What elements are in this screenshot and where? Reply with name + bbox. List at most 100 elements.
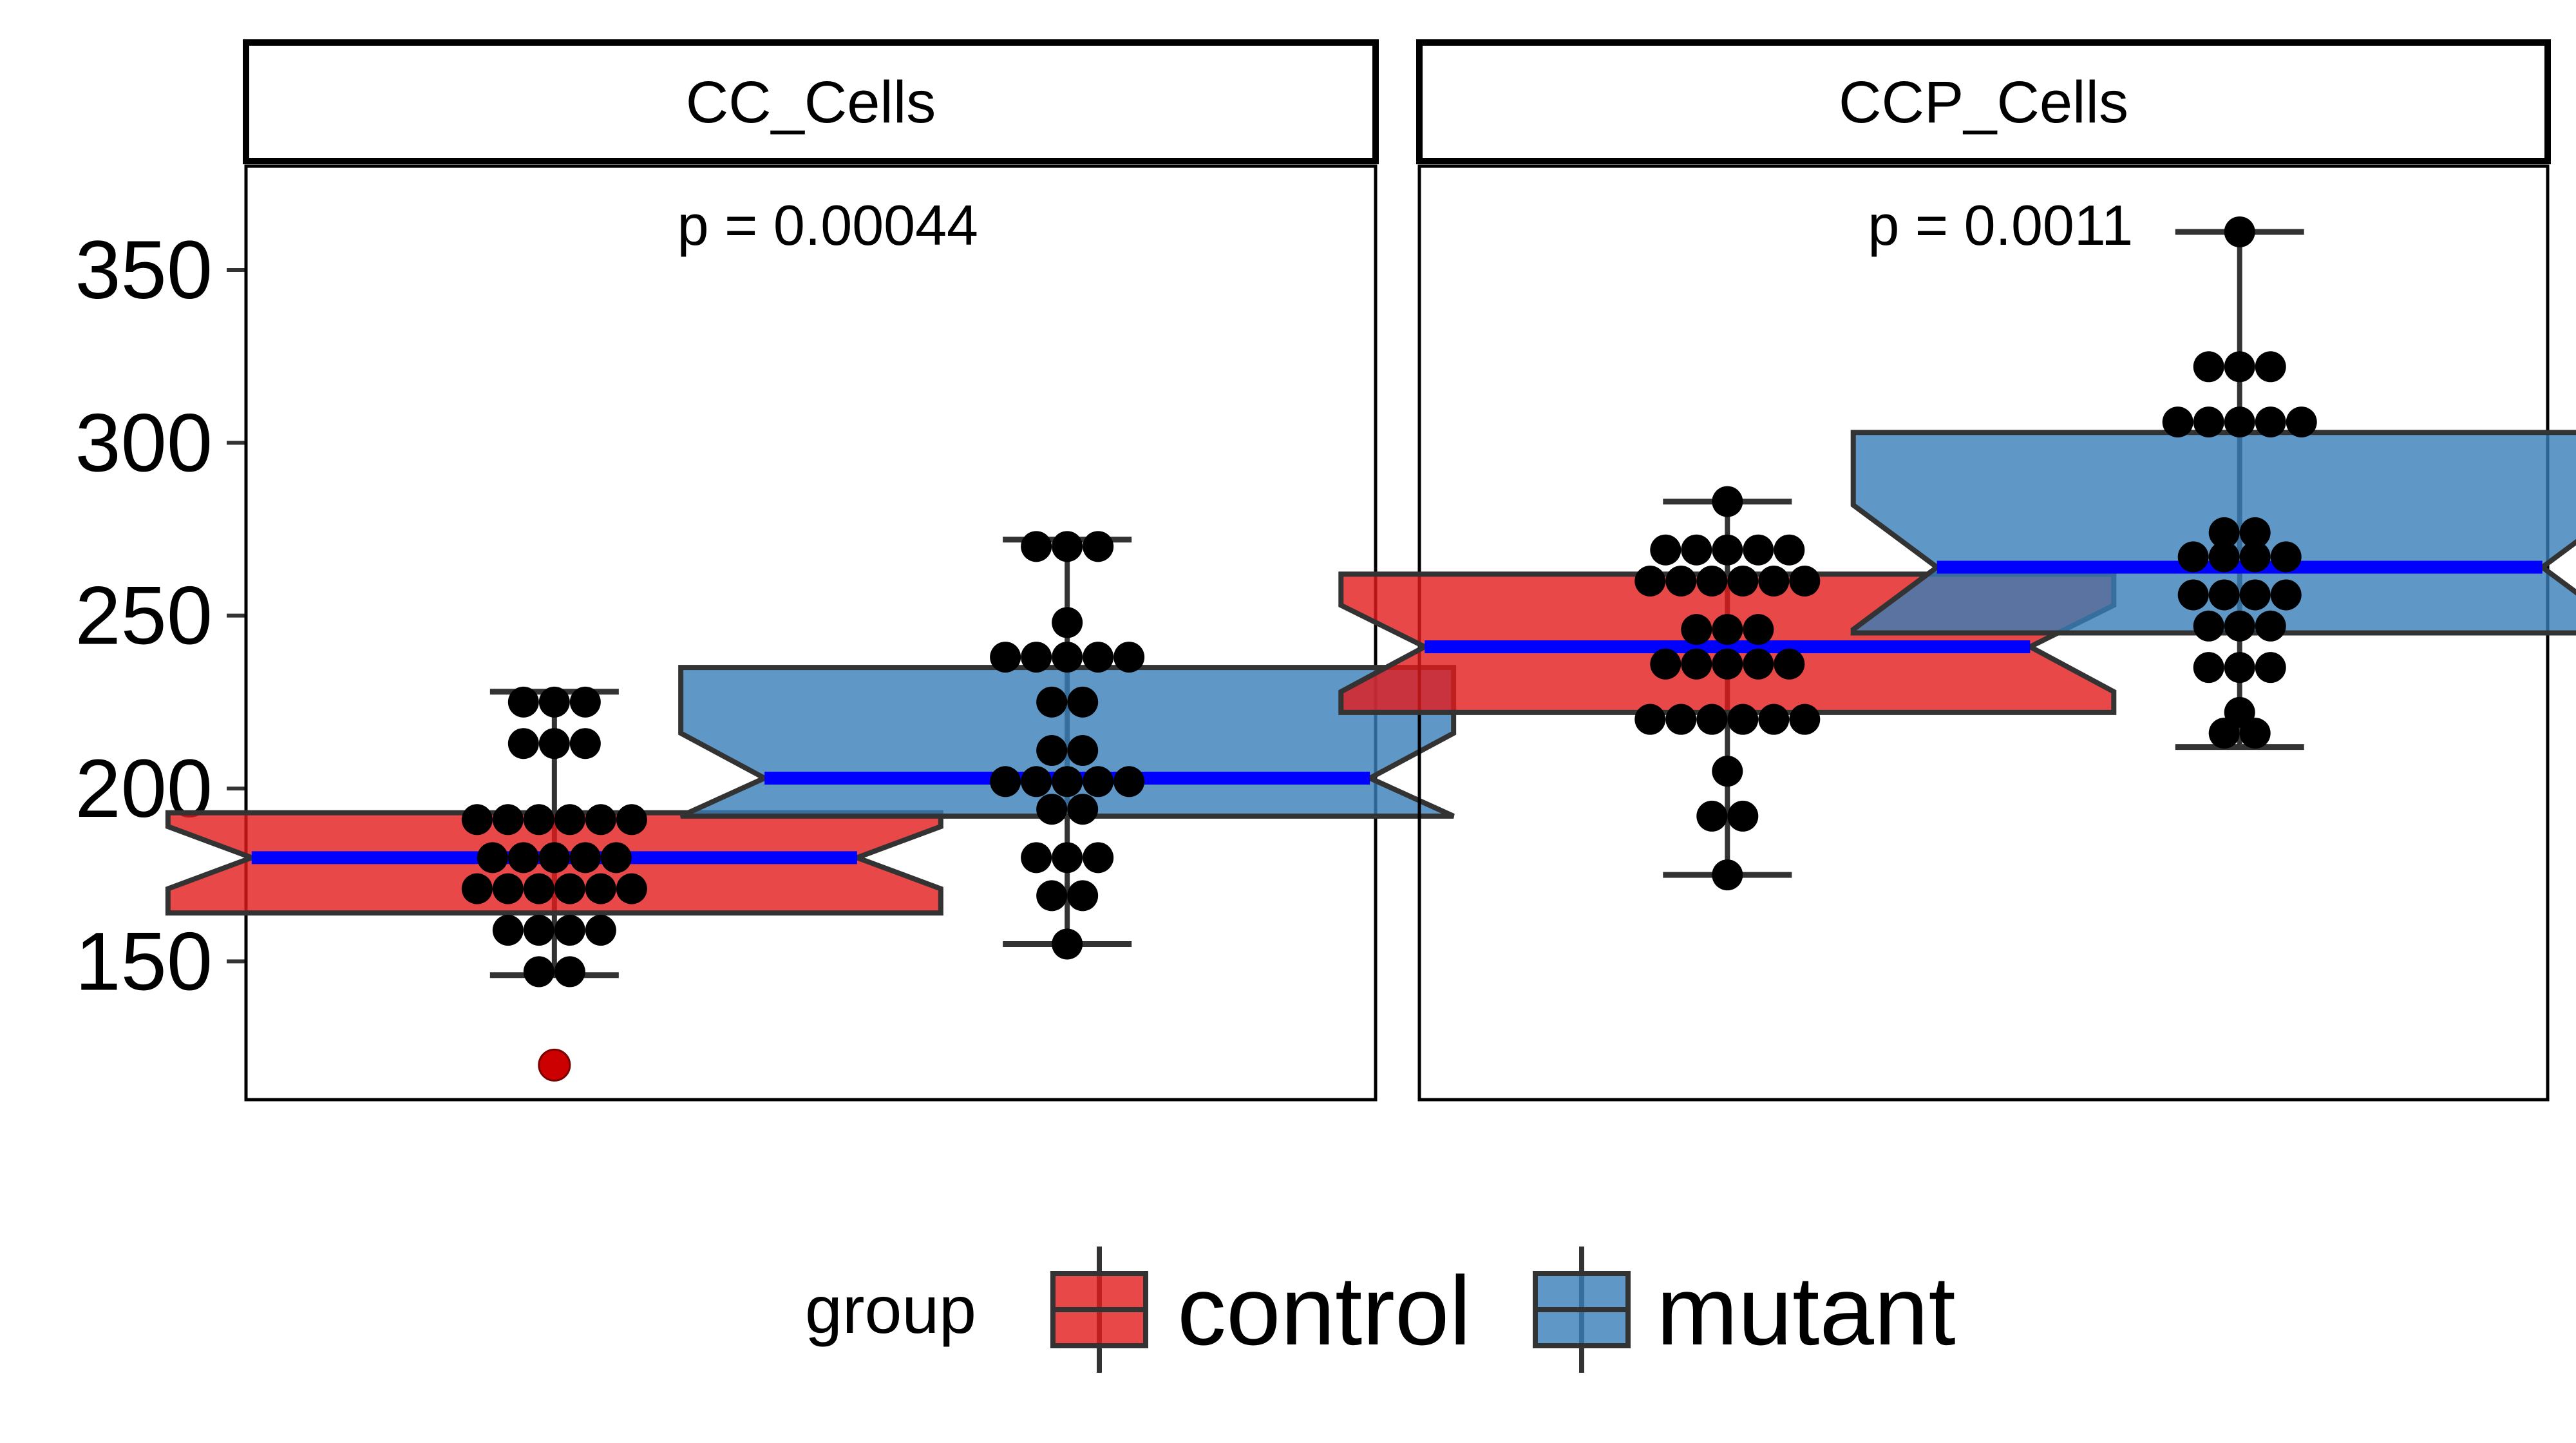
data-point xyxy=(492,873,524,904)
data-point xyxy=(1758,566,1790,597)
data-point xyxy=(569,686,601,718)
data-point xyxy=(523,804,554,836)
outlier-point xyxy=(538,1048,571,1082)
data-point xyxy=(2255,652,2286,683)
data-point xyxy=(1681,648,1712,680)
data-point xyxy=(2162,406,2193,438)
data-point xyxy=(616,804,647,836)
data-point xyxy=(585,804,616,836)
data-point xyxy=(2208,517,2240,548)
strip-header xyxy=(1416,39,2551,164)
data-point xyxy=(492,804,524,836)
data-point xyxy=(1021,766,1052,798)
data-point xyxy=(1789,703,1821,735)
data-point xyxy=(1712,614,1743,645)
data-point xyxy=(2286,406,2317,438)
data-point xyxy=(569,842,601,874)
data-point xyxy=(461,873,493,904)
data-point xyxy=(1021,642,1052,673)
data-point xyxy=(1067,880,1099,912)
strip-label: CCP_Cells xyxy=(1839,70,2128,135)
data-point xyxy=(2255,351,2286,383)
data-point xyxy=(990,766,1021,798)
data-point xyxy=(1036,794,1068,825)
data-point xyxy=(554,804,585,836)
data-point xyxy=(523,956,554,988)
data-point xyxy=(1727,566,1759,597)
data-point xyxy=(2177,579,2209,611)
data-point xyxy=(523,915,554,946)
data-point xyxy=(1758,703,1790,735)
legend-key-mutant xyxy=(1533,1247,1631,1373)
y-tick-label: 150 xyxy=(75,915,213,1008)
y-tick-label: 300 xyxy=(75,397,213,489)
p-value-label: p = 0.00044 xyxy=(677,193,978,257)
data-point xyxy=(507,842,539,874)
box-mutant xyxy=(678,531,1457,960)
data-point xyxy=(2224,406,2255,438)
y-tick-label: 250 xyxy=(75,570,213,662)
data-point xyxy=(1681,614,1712,645)
data-point xyxy=(1774,534,1805,566)
data-point xyxy=(1113,766,1145,798)
strip-header xyxy=(243,39,1379,164)
data-point xyxy=(554,956,585,988)
data-point xyxy=(523,873,554,904)
data-point xyxy=(1052,642,1083,673)
data-point xyxy=(1650,534,1681,566)
data-point xyxy=(1650,648,1681,680)
data-point xyxy=(492,915,524,946)
data-point xyxy=(1743,614,1774,645)
data-point xyxy=(569,728,601,760)
data-point xyxy=(1743,534,1774,566)
data-point xyxy=(1696,566,1728,597)
data-point xyxy=(1067,686,1099,718)
data-point xyxy=(1052,842,1083,874)
data-point xyxy=(1036,880,1068,912)
y-tick-label: 350 xyxy=(75,224,213,316)
data-point xyxy=(1021,531,1052,562)
data-point xyxy=(461,804,493,836)
data-point xyxy=(554,915,585,946)
data-point xyxy=(1665,566,1697,597)
data-point xyxy=(1774,648,1805,680)
legend-label-control: control xyxy=(1177,1256,1471,1366)
data-point xyxy=(1083,642,1114,673)
data-point xyxy=(1712,486,1743,517)
data-point xyxy=(1727,703,1759,735)
data-point xyxy=(585,873,616,904)
data-point xyxy=(2193,351,2224,383)
data-point xyxy=(1727,800,1759,832)
data-point xyxy=(1665,703,1697,735)
data-point xyxy=(990,642,1021,673)
legend: group control mutant xyxy=(805,1247,1956,1373)
panel-border xyxy=(244,164,1378,1102)
data-point xyxy=(2224,216,2255,247)
data-point xyxy=(1083,531,1114,562)
data-point xyxy=(2239,579,2271,611)
data-point xyxy=(1634,566,1666,597)
data-point xyxy=(2255,610,2286,642)
data-point xyxy=(1712,534,1743,566)
data-point xyxy=(1067,794,1099,825)
data-point xyxy=(2208,579,2240,611)
data-point xyxy=(1681,534,1712,566)
data-point xyxy=(2208,718,2240,749)
data-point xyxy=(538,728,570,760)
data-point xyxy=(2193,610,2224,642)
data-point xyxy=(2239,718,2271,749)
data-point xyxy=(2224,610,2255,642)
legend-title: group xyxy=(805,1273,976,1348)
data-point xyxy=(1067,734,1099,766)
data-point xyxy=(2224,652,2255,683)
data-point xyxy=(1712,756,1743,787)
data-point xyxy=(600,842,632,874)
data-point xyxy=(1712,648,1743,680)
data-point xyxy=(1789,566,1821,597)
data-point xyxy=(1696,800,1728,832)
data-point xyxy=(2224,351,2255,383)
